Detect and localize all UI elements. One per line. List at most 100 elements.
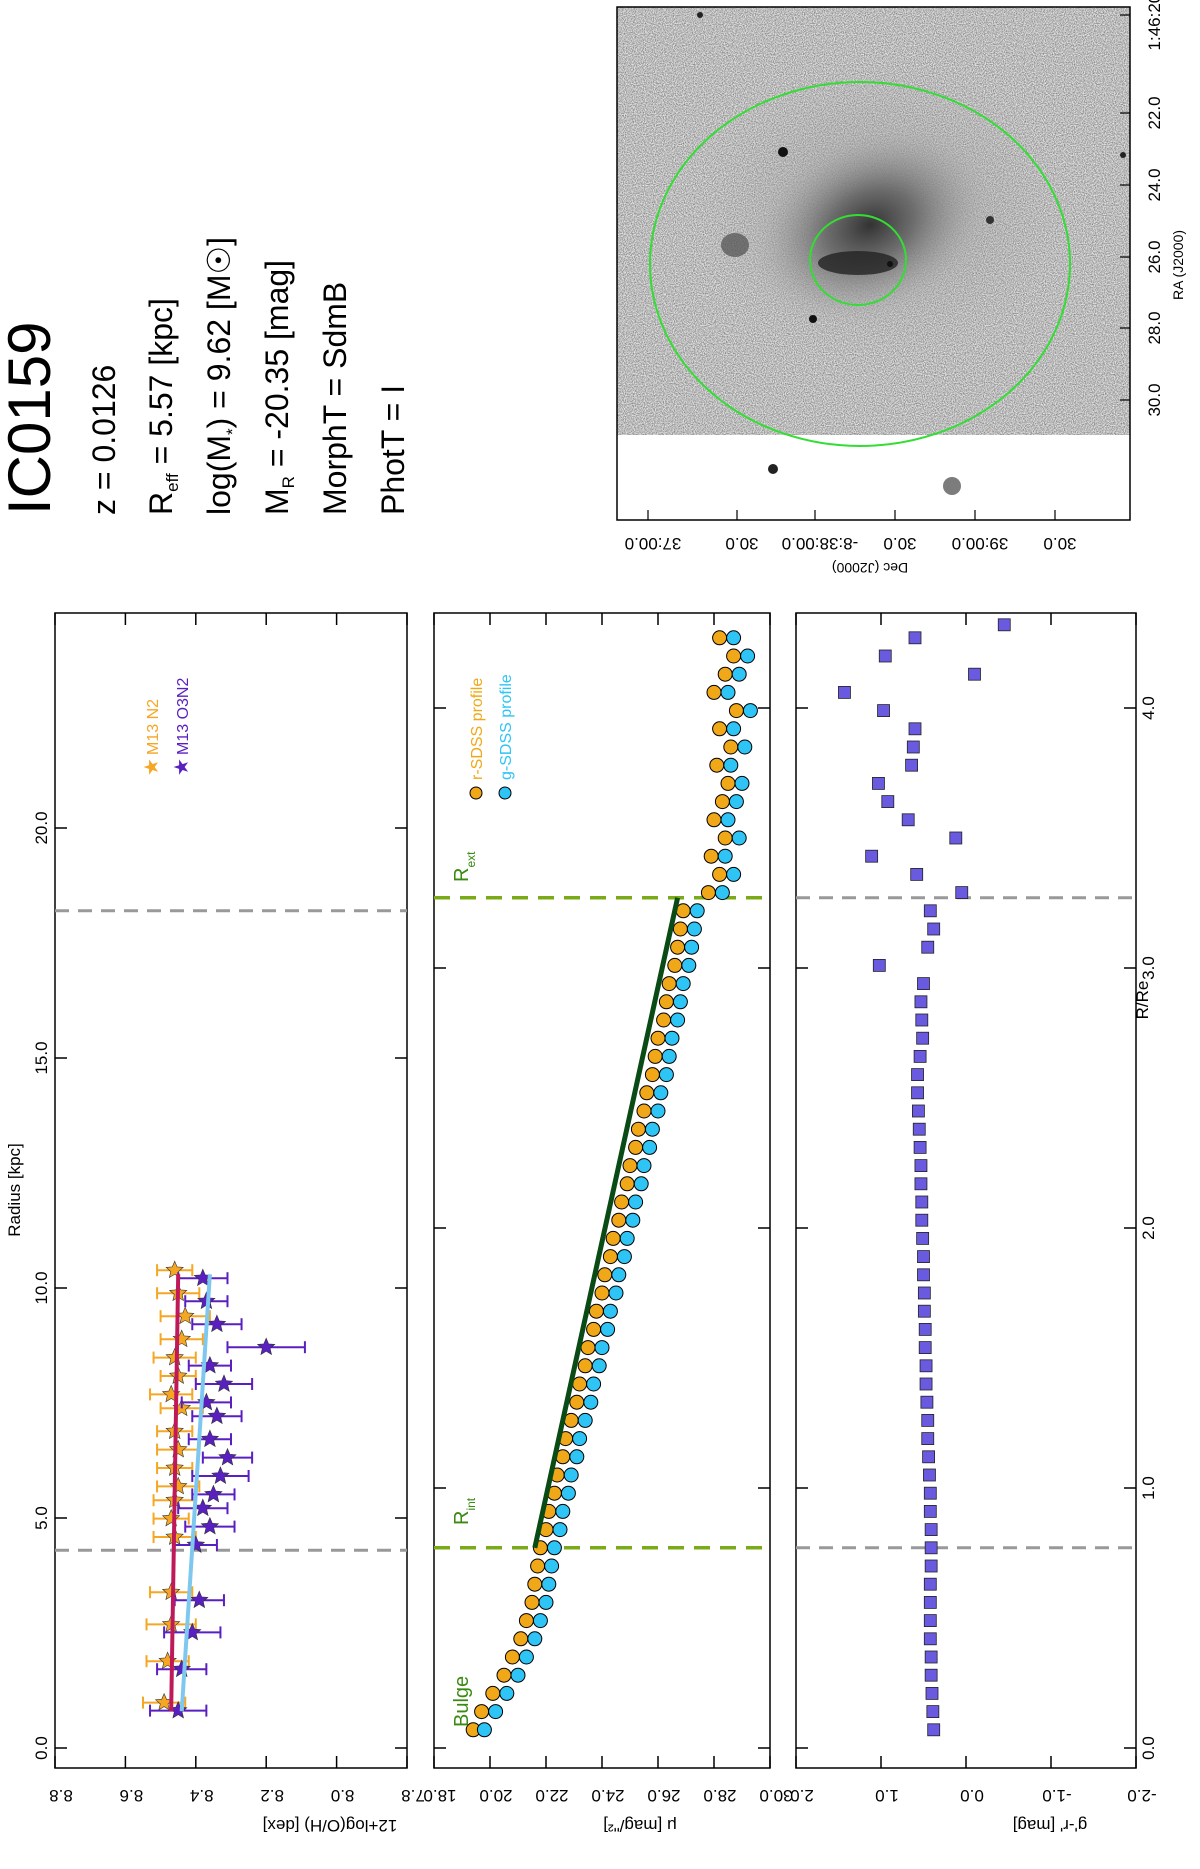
color-point xyxy=(955,886,969,899)
profile-point xyxy=(504,1649,520,1665)
color-point xyxy=(918,1341,932,1354)
galaxy-name: IC0159 xyxy=(0,322,63,515)
abundance-legend: ★ M13 N2 ★ M13 O3N2 xyxy=(141,678,193,776)
legend-g-label: g-SDSS profile xyxy=(498,674,515,780)
profile-point xyxy=(518,1613,534,1629)
profile-point xyxy=(518,1649,534,1665)
abundance-tick-label: 8.6 xyxy=(120,1786,144,1805)
galaxy-image-panel xyxy=(616,6,1131,521)
profile-point xyxy=(667,957,683,973)
abundance-tick-label: 7.8 xyxy=(401,1786,425,1805)
profile-point xyxy=(614,1194,630,1210)
color-point xyxy=(923,1632,937,1646)
panel-color-frame xyxy=(795,612,1137,1769)
profile-point xyxy=(717,666,733,682)
profile-point xyxy=(538,1594,554,1610)
profile-point xyxy=(720,775,736,791)
profile-point xyxy=(572,1376,588,1392)
profile-point xyxy=(742,703,758,719)
profile-point xyxy=(647,1048,663,1064)
profile-point xyxy=(653,1085,669,1101)
profile-point xyxy=(706,684,722,700)
profile-point xyxy=(658,1067,674,1083)
legend-o3n2-star: ★ xyxy=(171,758,193,776)
profile-point xyxy=(527,1576,543,1592)
profile-point xyxy=(605,1230,621,1246)
mu-tick-label: 30.0 xyxy=(759,1786,792,1805)
panel-color-content: 2.0 1.0 0.0 -1.0 -2.0 0.0 1.0 2.0 3.0 4.0 xyxy=(790,613,1158,1805)
color-point xyxy=(924,1650,938,1664)
star-5 xyxy=(986,216,994,224)
profile-point xyxy=(474,1704,490,1720)
color-point xyxy=(917,1286,931,1300)
panel-abundance: 8.8 8.6 8.4 8.2 8.0 7.8 0.0 5.0 10.0 15.0 20.0 xyxy=(32,612,425,1805)
mr-line: MR = -20.35 [mag] xyxy=(259,260,298,515)
color-point xyxy=(949,831,963,845)
color-point xyxy=(919,1359,933,1373)
profile-point xyxy=(656,1012,672,1028)
color-point xyxy=(968,667,981,681)
data-point-star xyxy=(256,1337,276,1356)
color-tick-label: -1.0 xyxy=(1042,1786,1071,1805)
profile-point xyxy=(586,1321,602,1337)
reff-line: Reff = 5.57 [kpc] xyxy=(143,298,182,515)
profile-point xyxy=(712,721,728,737)
color-point xyxy=(923,1596,937,1609)
color-point xyxy=(878,649,892,663)
color-point xyxy=(916,1031,930,1045)
outer-aperture xyxy=(649,81,1071,447)
profile-point xyxy=(569,1449,585,1465)
radius-tick-label: 0.0 xyxy=(32,1736,51,1760)
dec-tick-label: 39:00.0 xyxy=(952,534,1009,553)
ra-tick-label: 26.0 xyxy=(1145,240,1164,273)
color-point xyxy=(927,922,941,936)
profile-point xyxy=(670,1012,686,1028)
profile-point xyxy=(552,1522,568,1538)
profile-point xyxy=(588,1303,604,1319)
rint-label: Rint xyxy=(451,1497,478,1525)
profile-point xyxy=(532,1613,548,1629)
data-point-star xyxy=(207,1314,227,1333)
color-point xyxy=(924,1523,938,1536)
color-point xyxy=(908,631,922,645)
color-point xyxy=(916,1232,930,1245)
profile-point xyxy=(714,794,730,810)
dec-tick-label: -8:38:00.0 xyxy=(782,534,859,553)
profile-point xyxy=(611,1212,627,1228)
profile-point xyxy=(728,703,744,719)
data-point-star xyxy=(204,1484,223,1503)
star-1 xyxy=(778,147,788,157)
data-point-star xyxy=(200,1516,220,1535)
galaxy-disk xyxy=(745,122,995,328)
ra-tick-label: 30.0 xyxy=(1145,383,1164,416)
ra-axis-title: RA (J2000) xyxy=(1170,230,1186,300)
color-point xyxy=(924,1668,938,1682)
profile-point xyxy=(602,1249,618,1265)
legend-g-marker xyxy=(498,786,512,800)
color-tick-label: 1.0 xyxy=(875,1786,899,1805)
data-point-star xyxy=(214,1374,234,1392)
rre-axis-title: R/Re xyxy=(1133,981,1152,1020)
profile-point xyxy=(723,739,739,755)
profile-point xyxy=(703,848,719,864)
profile-point xyxy=(555,1503,571,1519)
legend-n2-label: M13 N2 xyxy=(145,699,162,755)
color-point xyxy=(881,795,895,808)
profile-point xyxy=(717,848,733,864)
star-4 xyxy=(943,477,961,495)
panel-abundance-frame xyxy=(54,612,408,1769)
color-point xyxy=(924,1559,938,1573)
mu-axis-title: μ [mag/"²] xyxy=(603,1816,676,1835)
profile-point xyxy=(684,939,700,955)
profile-point xyxy=(723,757,739,773)
profile-point xyxy=(622,1158,638,1174)
profile-point xyxy=(675,976,691,992)
profile-point xyxy=(633,1176,649,1192)
color-point xyxy=(917,1250,930,1263)
color-point xyxy=(877,704,890,717)
profile-point xyxy=(642,1139,658,1155)
ra-tick-label: 28.0 xyxy=(1145,311,1164,344)
color-point xyxy=(923,1614,937,1627)
color-point xyxy=(865,849,879,863)
